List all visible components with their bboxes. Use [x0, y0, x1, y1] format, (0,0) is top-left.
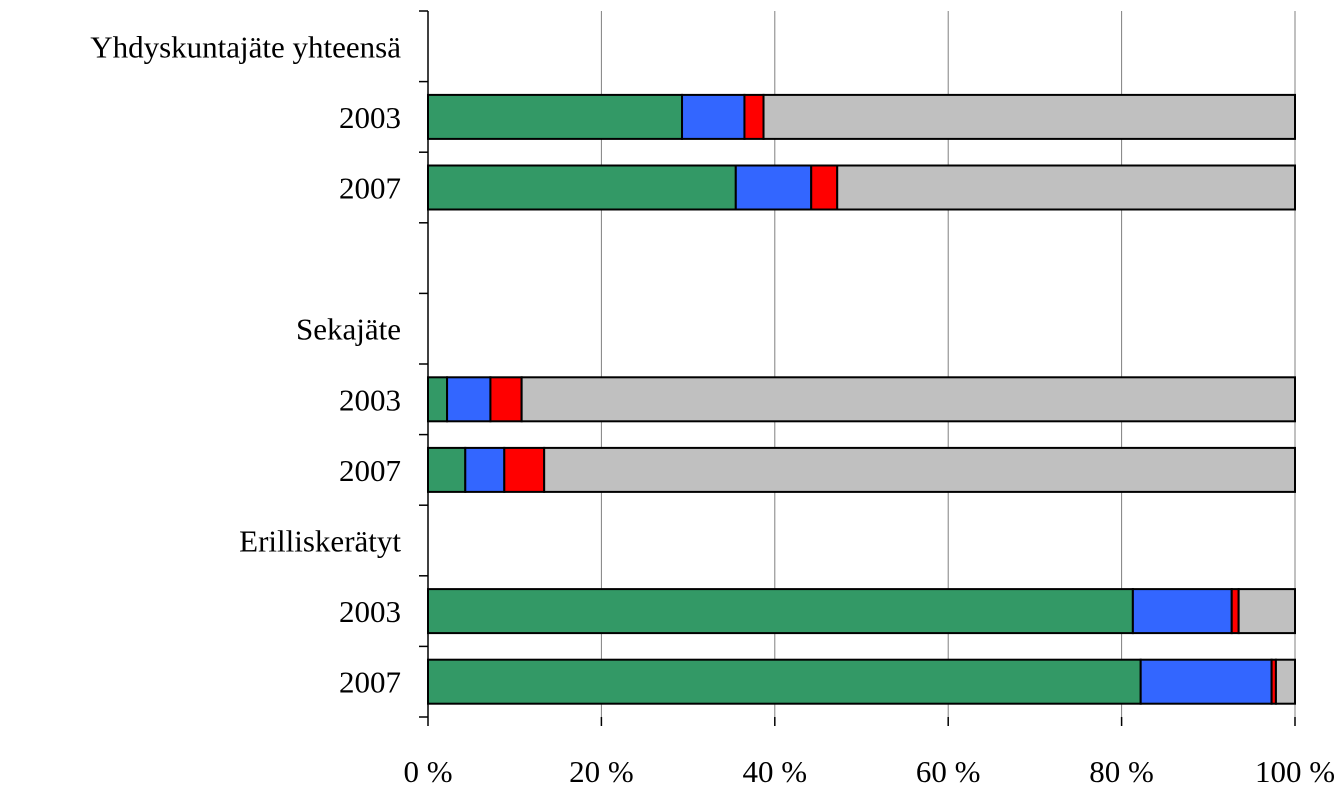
bar-segment [743, 93, 765, 140]
bar-segment [1230, 588, 1240, 635]
x-tick-label: 40 % [743, 754, 808, 789]
bar-segment [503, 446, 546, 493]
x-tick-label: 20 % [569, 754, 634, 789]
x-tick-label: 0 % [403, 754, 452, 789]
bar-segment [427, 588, 1134, 635]
bar-segment [734, 164, 813, 211]
x-tick-label: 80 % [1089, 754, 1154, 789]
bar-segment [464, 446, 506, 493]
bar-segment [1237, 588, 1297, 635]
row-label: Erilliskerätyt [239, 524, 401, 559]
row-label: 2003 [339, 100, 401, 135]
row-label: 2007 [339, 453, 401, 488]
row-label: 2003 [339, 382, 401, 417]
bar-segment [489, 376, 523, 423]
row-label: Yhdyskuntajäte yhteensä [90, 29, 401, 64]
row-label: 2007 [339, 171, 401, 206]
bar-segment [1139, 658, 1273, 705]
bar-segment [520, 376, 1296, 423]
x-tick-label: 100 % [1255, 754, 1335, 789]
bar-segment [1274, 658, 1297, 705]
bar-segment [762, 93, 1296, 140]
bar-segment [681, 93, 746, 140]
row-label: Sekajäte [296, 312, 401, 347]
bar-segment [427, 446, 467, 493]
bar-segment [427, 658, 1142, 705]
bar-segment [427, 93, 684, 140]
row-label: 2007 [339, 665, 401, 700]
row-label: 2003 [339, 594, 401, 629]
bar-segment [427, 376, 449, 423]
bar-segment [1131, 588, 1233, 635]
bar-segment [836, 164, 1296, 211]
bar-segment [427, 164, 737, 211]
bar-segment [446, 376, 492, 423]
bar-segment [543, 446, 1296, 493]
x-tick-label: 60 % [916, 754, 981, 789]
bar-segment [810, 164, 839, 211]
